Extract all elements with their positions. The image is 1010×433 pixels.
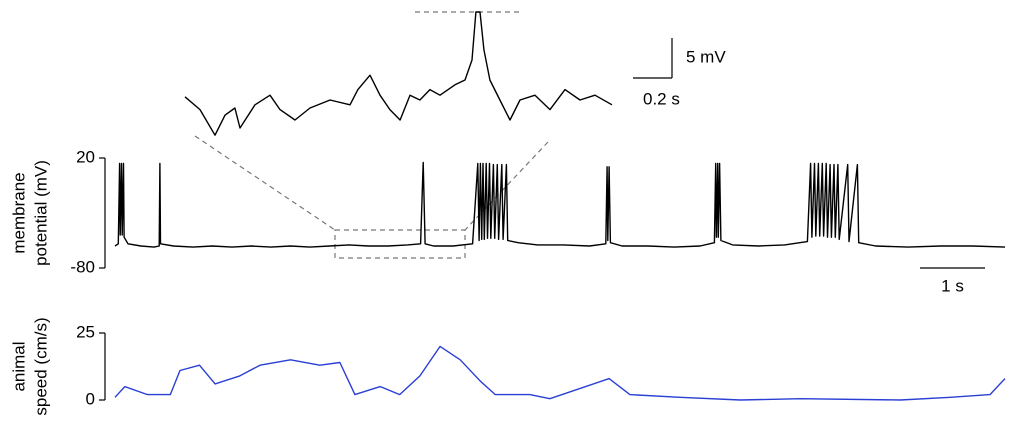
y-tick-label: 20 bbox=[76, 147, 95, 166]
y-axis-label: potential (mV) bbox=[31, 160, 50, 266]
y-tick-label: 25 bbox=[76, 322, 95, 341]
y-axis-label: speed (cm/s) bbox=[31, 317, 50, 415]
trace bbox=[184, 11, 613, 136]
y-tick-label: 0 bbox=[86, 389, 95, 408]
zoom-box bbox=[334, 229, 466, 259]
scale-label: 0.2 s bbox=[643, 89, 680, 108]
scale-label: 1 s bbox=[941, 276, 964, 295]
trace bbox=[114, 161, 1006, 248]
y-tick-label: -80 bbox=[70, 257, 95, 276]
scale-label: 5 mV bbox=[686, 47, 726, 66]
y-axis-label: animal bbox=[9, 341, 28, 391]
trace bbox=[114, 345, 1006, 401]
y-axis-label: membrane bbox=[9, 172, 28, 253]
zoom-connector bbox=[194, 135, 336, 231]
